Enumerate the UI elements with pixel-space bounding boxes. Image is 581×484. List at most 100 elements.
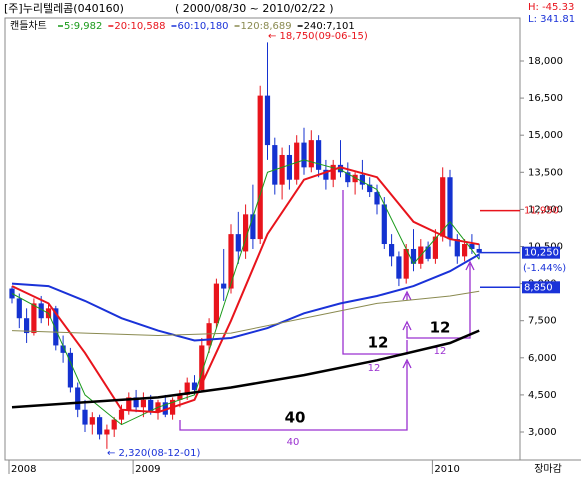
candle-body bbox=[469, 244, 475, 249]
chart-title: 캔들차트 bbox=[10, 20, 47, 32]
candle-body bbox=[367, 184, 373, 193]
legend-label: 240:7,101 bbox=[304, 21, 355, 32]
candle-body bbox=[447, 177, 453, 240]
candle-body bbox=[184, 382, 190, 395]
candle-body bbox=[82, 409, 88, 425]
price-marker-box bbox=[522, 246, 560, 259]
price-marker-label: 8,850 bbox=[524, 282, 553, 293]
candle-body bbox=[301, 142, 307, 168]
candle-body bbox=[286, 154, 292, 180]
candle-body bbox=[89, 417, 95, 425]
candle-body bbox=[352, 174, 358, 183]
candle-body bbox=[228, 234, 234, 289]
candle-body bbox=[308, 140, 314, 168]
low-info: L: 341.81 bbox=[528, 14, 575, 25]
candle-body bbox=[264, 95, 271, 146]
candle-body bbox=[221, 283, 227, 289]
price-marker-label: 10,250 bbox=[524, 248, 559, 259]
candle-body bbox=[425, 246, 431, 259]
high-info: H: -45.33 bbox=[528, 2, 574, 13]
x-tick-label: 2009 bbox=[135, 464, 160, 475]
candle-body bbox=[243, 214, 249, 252]
candle-body bbox=[199, 345, 205, 390]
moving-average-line bbox=[11, 159, 480, 426]
candle-body bbox=[337, 164, 344, 173]
candle-body bbox=[213, 283, 219, 324]
candle-body bbox=[250, 214, 256, 240]
period-12a bbox=[342, 190, 408, 355]
change-label: (-1.44%) bbox=[523, 263, 566, 274]
period-label: 40 bbox=[285, 409, 306, 427]
candle-body bbox=[104, 429, 110, 435]
candle-body bbox=[279, 154, 285, 185]
low-note: ← 2,320(08-12-01) bbox=[107, 448, 200, 459]
candle-body bbox=[454, 239, 460, 257]
candle-body bbox=[396, 256, 402, 279]
status-label: 장마감 bbox=[534, 463, 562, 475]
period-sub-label: 12 bbox=[368, 363, 381, 374]
arrow-head-2 bbox=[402, 320, 412, 331]
period-annotations bbox=[179, 190, 475, 431]
y-tick-label: 18,000 bbox=[528, 56, 563, 67]
y-tick-label: 12,000 bbox=[528, 204, 563, 215]
candle-body bbox=[24, 318, 30, 334]
price-marker-label: 11,950 bbox=[524, 206, 559, 217]
x-tick-label: 2010 bbox=[434, 464, 459, 475]
candle-body bbox=[410, 248, 417, 264]
y-tick-label: 3,000 bbox=[528, 427, 557, 438]
period-40 bbox=[179, 362, 408, 431]
moving-average-line bbox=[11, 253, 480, 342]
x-tick-label: 2008 bbox=[11, 464, 36, 475]
candle-body bbox=[403, 248, 409, 279]
stock-name: [주]누리텔레콤(040160) bbox=[4, 2, 124, 15]
moving-average-line bbox=[11, 329, 480, 409]
candle-body bbox=[31, 303, 37, 334]
candle-body bbox=[432, 236, 438, 259]
candle-body bbox=[75, 387, 81, 410]
candle-body bbox=[323, 169, 329, 180]
moving-average-line bbox=[11, 166, 480, 414]
candle-body bbox=[133, 397, 139, 408]
y-tick-label: 4,500 bbox=[528, 390, 557, 401]
period-label: 12 bbox=[368, 334, 389, 352]
candle-body bbox=[9, 288, 15, 299]
y-tick-label: 6,000 bbox=[528, 353, 557, 364]
candle-body bbox=[162, 402, 168, 415]
candle-body bbox=[111, 419, 117, 430]
candle-body bbox=[118, 409, 125, 420]
y-tick-label: 7,500 bbox=[528, 316, 557, 327]
candle-body bbox=[440, 177, 446, 237]
arrow-head-4 bbox=[402, 358, 412, 369]
arrow-head-1 bbox=[402, 290, 412, 301]
legend-label: 5:9,982 bbox=[64, 21, 102, 32]
candle-body bbox=[177, 394, 183, 400]
candle-body bbox=[235, 234, 241, 252]
price-marker-box bbox=[522, 281, 560, 294]
y-tick-label: 16,500 bbox=[528, 93, 563, 104]
high-note: ← 18,750(09-06-15) bbox=[268, 31, 368, 42]
candle-body bbox=[38, 303, 44, 319]
candle-body bbox=[330, 164, 336, 180]
moving-average-line bbox=[11, 290, 480, 337]
candle-body bbox=[97, 417, 103, 435]
period-label: 12 bbox=[430, 319, 451, 337]
candle-body bbox=[316, 140, 322, 170]
period-sub-label: 40 bbox=[287, 437, 300, 448]
candle-body bbox=[257, 95, 263, 240]
candle-body bbox=[462, 244, 468, 257]
candle-body bbox=[359, 174, 365, 185]
candle-body bbox=[148, 399, 154, 413]
y-tick-label: 13,500 bbox=[528, 167, 563, 178]
y-tick-label: 15,000 bbox=[528, 130, 563, 141]
legend-label: 120:8,689 bbox=[241, 21, 292, 32]
period-12b bbox=[406, 264, 471, 339]
candle-body bbox=[126, 397, 132, 410]
legend-label: 20:10,588 bbox=[114, 21, 165, 32]
period-sub-label: 12 bbox=[434, 346, 447, 357]
candle-body bbox=[60, 345, 66, 353]
date-range: ( 2000/08/30 ~ 2010/02/22 ) bbox=[175, 2, 334, 15]
candle-body bbox=[67, 352, 73, 388]
candle-body bbox=[140, 399, 146, 408]
